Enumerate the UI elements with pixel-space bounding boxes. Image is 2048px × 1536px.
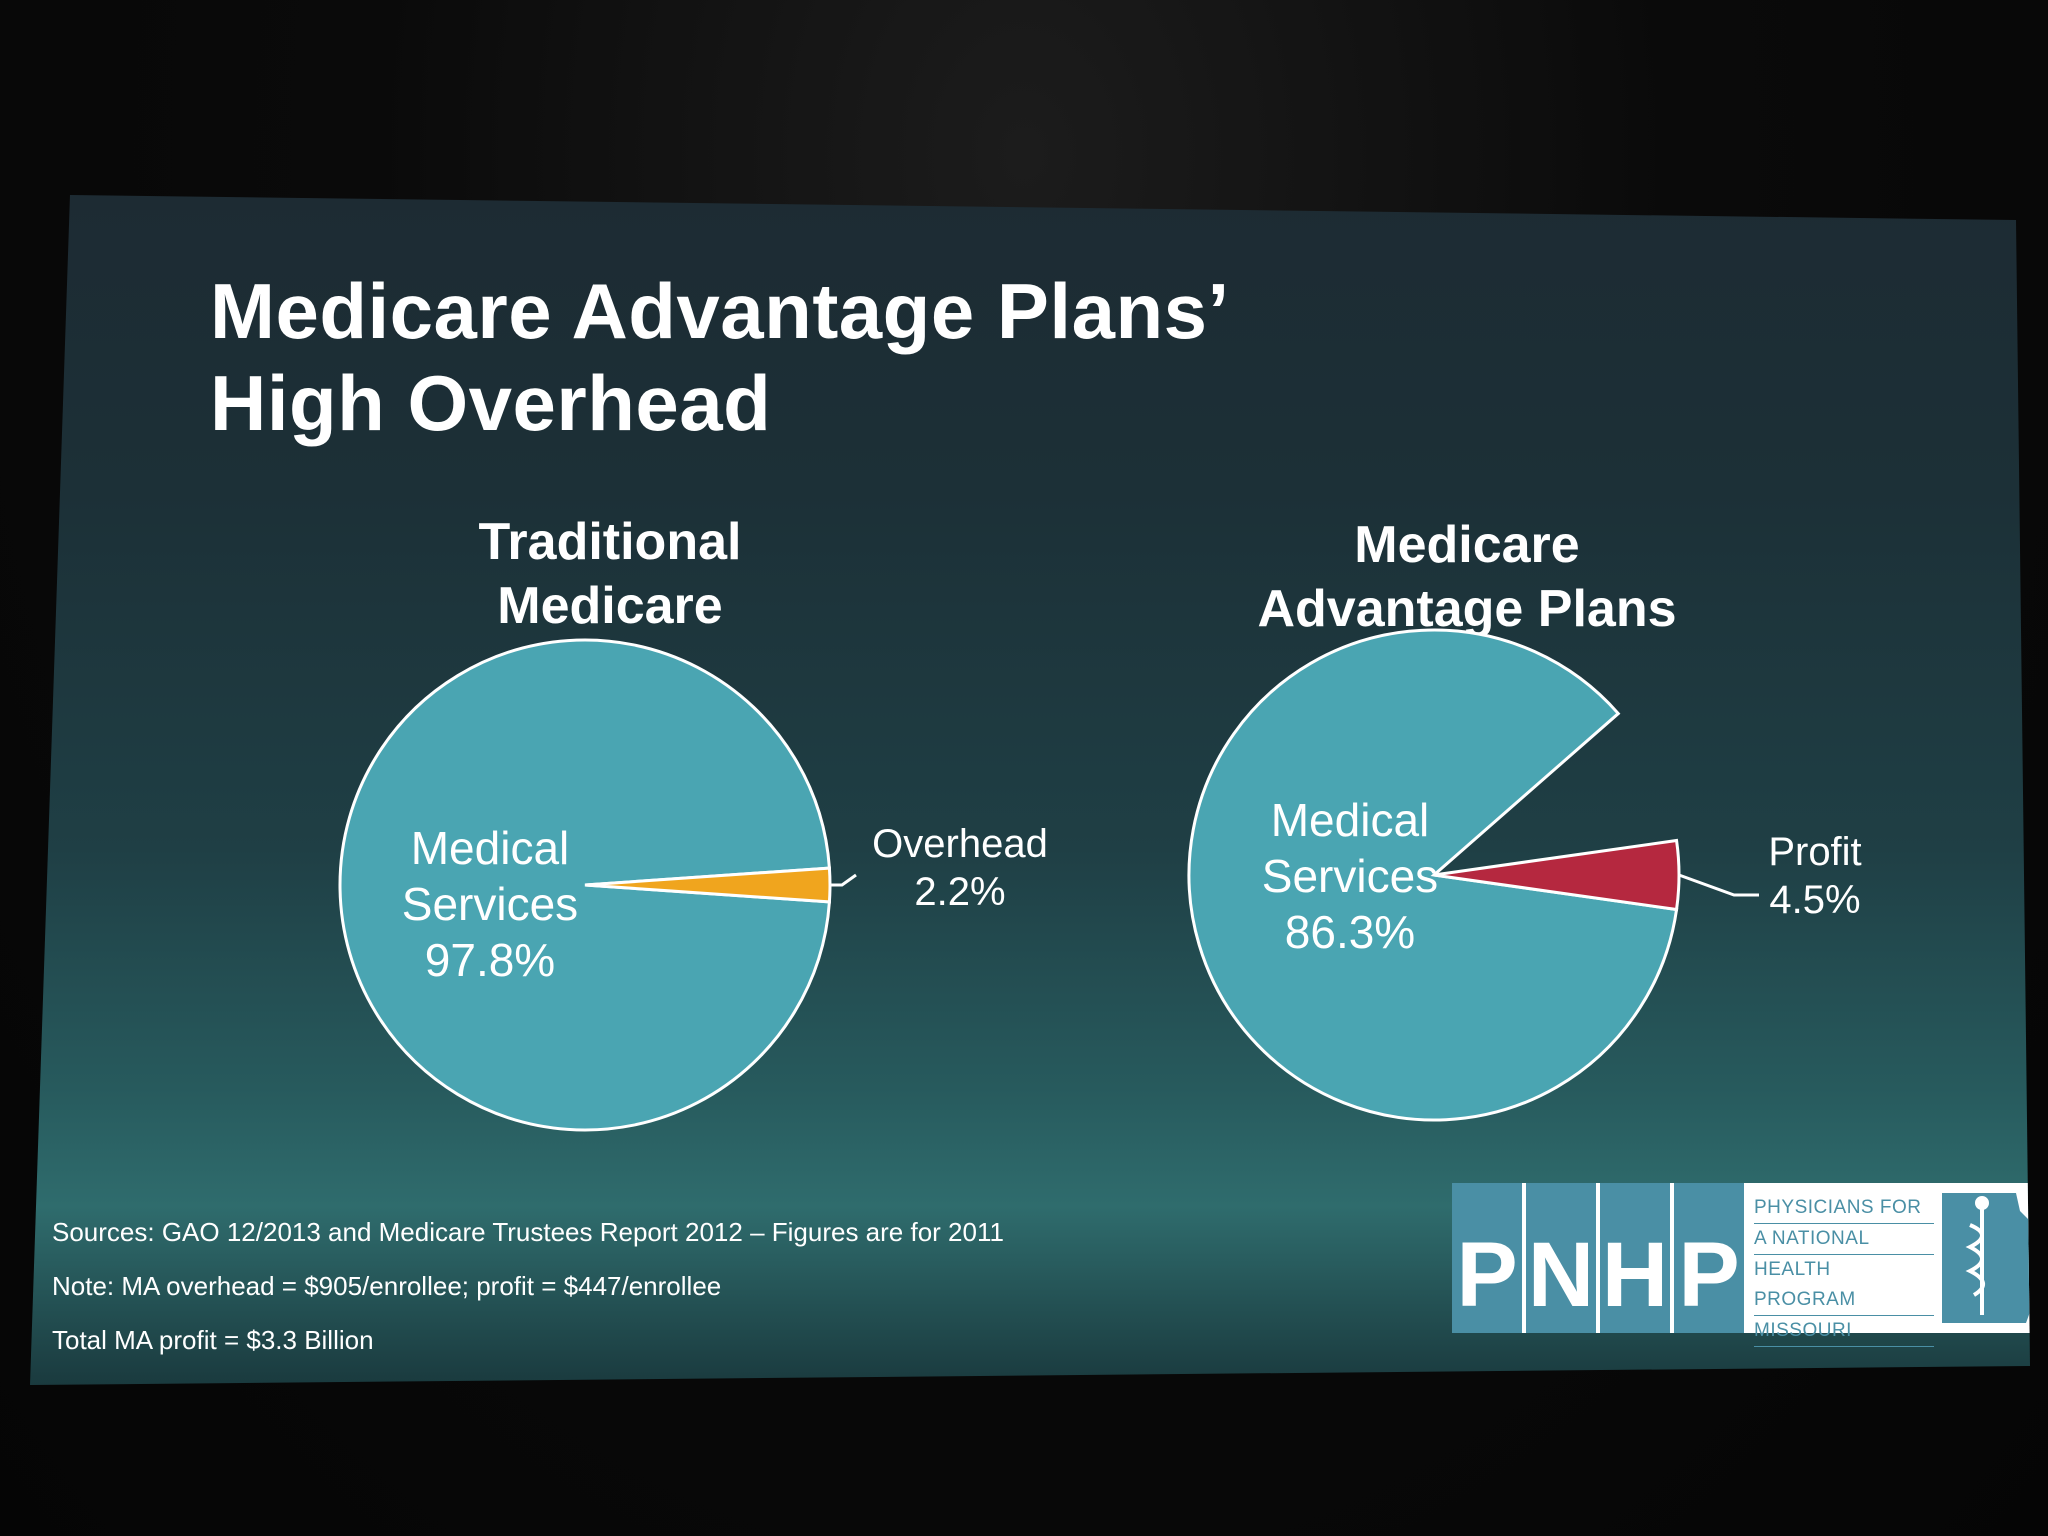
logo-text-line-4: MISSOURI	[1754, 1316, 1934, 1347]
traditional-medicare-heading: Traditional Medicare	[300, 510, 920, 638]
slide-title: Medicare Advantage Plans’ High Overhead	[210, 265, 1230, 449]
traditional-medical-label-line-1: Medical	[410, 822, 570, 874]
ma-medical-value: 86.3%	[1284, 906, 1416, 958]
overhead-label: Overhead	[872, 822, 1048, 866]
ma-plans-heading: Medicare Advantage Plans	[1157, 513, 1777, 641]
logo-text-line-2: A NATIONAL	[1754, 1224, 1934, 1255]
traditional-medical-value: 97.8%	[424, 934, 556, 986]
profit-label: Profit	[1768, 830, 1862, 874]
pnhp-letters: P N H P	[1452, 1183, 1748, 1333]
overhead-profit-note: Note: MA overhead = $905/enrollee; profi…	[52, 1271, 722, 1301]
ma-heading-line-1: Medicare	[1354, 516, 1580, 574]
logo-text-line-3: HEALTH PROGRAM	[1754, 1255, 1934, 1316]
traditional-heading-line-2: Medicare	[497, 577, 723, 635]
presentation-slide: Medicare Advantage Plans’ High Overhead …	[30, 195, 2030, 1385]
overhead-leader-line	[830, 873, 857, 887]
ma-medical-label-line-1: Medical	[1270, 794, 1430, 846]
overhead-callout: Overhead 2.2%	[860, 820, 1060, 916]
sources-note: Sources: GAO 12/2013 and Medicare Truste…	[52, 1217, 1004, 1247]
logo-text: PHYSICIANS FOR A NATIONAL HEALTH PROGRAM…	[1754, 1183, 1934, 1347]
traditional-heading-line-1: Traditional	[478, 513, 742, 571]
total-profit-note: Total MA profit = $3.3 Billion	[52, 1325, 374, 1355]
profit-callout: Profit 4.5%	[1740, 828, 1890, 924]
ma-heading-line-2: Advantage Plans	[1257, 580, 1677, 638]
pie-slice-medical-services	[338, 638, 832, 1132]
traditional-medical-label-line-2: Services	[401, 878, 579, 930]
traditional-medicare-pie	[338, 638, 832, 1132]
pie-charts	[338, 628, 1759, 1132]
logo-letter-p2: P	[1674, 1183, 1744, 1333]
ma-plans-pie	[1187, 628, 1681, 1122]
caduceus-icon	[1965, 1196, 1989, 1315]
pie-slice-overhead	[584, 866, 832, 904]
logo-letter-n: N	[1526, 1183, 1596, 1333]
slide-title-line-1: Medicare Advantage Plans’	[210, 267, 1230, 355]
overhead-value: 2.2%	[914, 870, 1006, 914]
logo-letter-p1: P	[1452, 1183, 1522, 1333]
slide-title-line-2: High Overhead	[210, 359, 772, 447]
missouri-map-icon	[1934, 1183, 2030, 1333]
profit-value: 4.5%	[1769, 878, 1861, 922]
ma-medical-services-label: Medical Services 86.3%	[1200, 792, 1500, 960]
slide-notes: Sources: GAO 12/2013 and Medicare Truste…	[52, 1205, 1004, 1367]
traditional-medical-services-label: Medical Services 97.8%	[330, 820, 650, 988]
pie-slice-medical-services	[1187, 628, 1679, 1122]
ma-medical-label-line-2: Services	[1261, 850, 1439, 902]
logo-letter-h: H	[1600, 1183, 1670, 1333]
profit-leader-line	[1678, 873, 1759, 897]
logo-text-line-1: PHYSICIANS FOR	[1754, 1193, 1934, 1224]
pnhp-logo: P N H P PHYSICIANS FOR A NATIONAL HEALTH…	[1452, 1183, 2030, 1347]
